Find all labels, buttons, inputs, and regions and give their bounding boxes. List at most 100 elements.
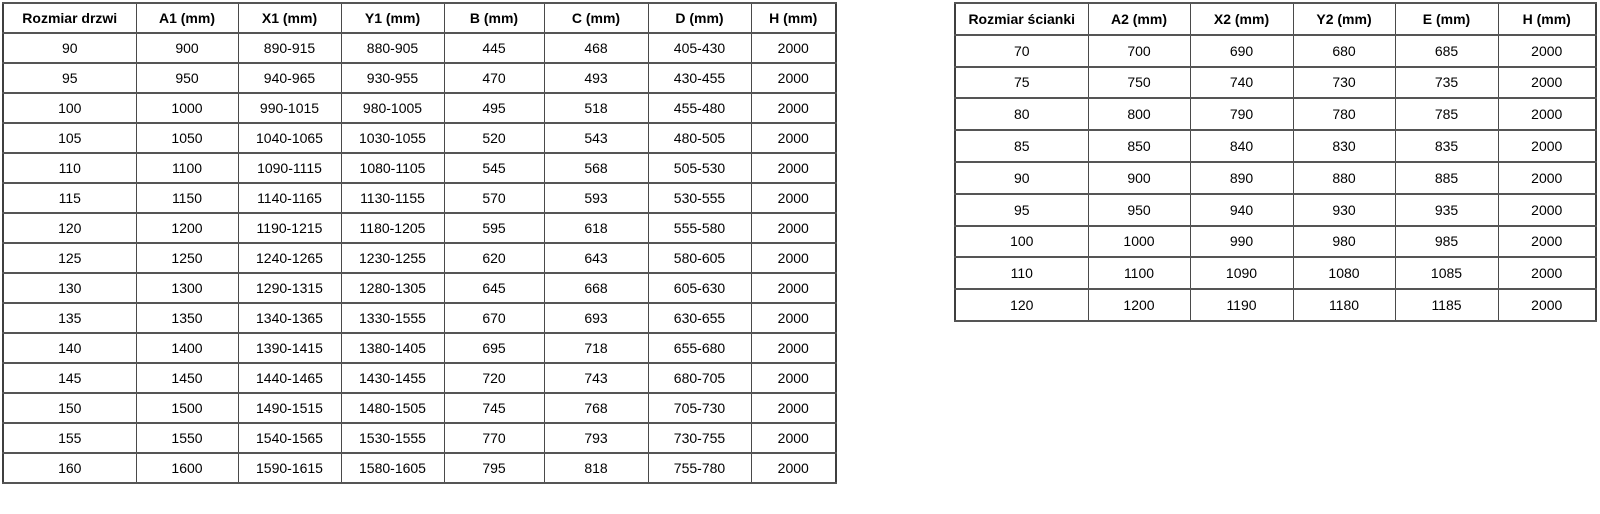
- table-cell: 790: [1189, 97, 1294, 132]
- table-cell: 935: [1394, 192, 1499, 227]
- table-cell: 70: [954, 33, 1089, 68]
- table-cell: 990-1015: [237, 92, 342, 124]
- column-header: X1 (mm): [237, 2, 342, 34]
- table-cell: 1085: [1394, 256, 1499, 291]
- table-cell: 990: [1189, 224, 1294, 259]
- table-cell: 470: [443, 62, 545, 94]
- table-row: 145 1450 1440-1465 1430-1455 720 743 680-705 20…: [2, 362, 837, 394]
- table-cell: 730-755: [647, 422, 752, 454]
- table-cell: 135: [2, 302, 137, 334]
- table-cell: 720: [443, 362, 545, 394]
- table-row: 155 1550 1540-1565 1530-1555 770 793 730-755 20…: [2, 422, 837, 454]
- table-cell: 1150: [135, 182, 239, 214]
- table-cell: 2000: [750, 332, 837, 364]
- table-cell: 630-655: [647, 302, 752, 334]
- table-cell: 730: [1292, 65, 1396, 100]
- table-row: 95 950 940-965 930-955 470 493 430-455 2000: [2, 62, 837, 94]
- table-cell: 90: [954, 160, 1089, 195]
- header-row: Rozmiar ścianki A2 (mm) X2 (mm) Y2 (mm) E (m…: [954, 2, 1597, 36]
- table-cell: 1290-1315: [237, 272, 342, 304]
- table-cell: 1030-1055: [340, 122, 445, 154]
- table-cell: 445: [443, 32, 545, 64]
- table-cell: 685: [1394, 33, 1499, 68]
- table-cell: 120: [2, 212, 137, 244]
- table-cell: 545: [443, 152, 545, 184]
- table-cell: 530-555: [647, 182, 752, 214]
- column-header: H (mm): [750, 2, 837, 34]
- table-row: 140 1400 1390-1415 1380-1405 695 718 655-680 20…: [2, 332, 837, 364]
- table-cell: 2000: [750, 422, 837, 454]
- table-cell: 690: [1189, 33, 1294, 68]
- column-header: Rozmiar ścianki: [954, 2, 1089, 36]
- table-cell: 780: [1292, 97, 1396, 132]
- table-cell: 680: [1292, 33, 1396, 68]
- table-cell: 900: [135, 32, 239, 64]
- table-row: 90 900 890-915 880-905 445 468 405-430 2000: [2, 32, 837, 64]
- table-cell: 743: [543, 362, 649, 394]
- table-cell: 1580-1605: [340, 452, 445, 484]
- table-cell: 1490-1515: [237, 392, 342, 424]
- table-cell: 1100: [135, 152, 239, 184]
- table-cell: 680-705: [647, 362, 752, 394]
- table-cell: 100: [2, 92, 137, 124]
- table-cell: 795: [443, 452, 545, 484]
- table-cell: 1000: [1087, 224, 1191, 259]
- table-cell: 2000: [1497, 288, 1597, 322]
- table-cell: 1430-1455: [340, 362, 445, 394]
- table-cell: 140: [2, 332, 137, 364]
- table-cell: 2000: [1497, 192, 1597, 227]
- table-cell: 110: [2, 152, 137, 184]
- table-cell: 930-955: [340, 62, 445, 94]
- table-cell: 115: [2, 182, 137, 214]
- table-cell: 595: [443, 212, 545, 244]
- table-cell: 695: [443, 332, 545, 364]
- column-header: E (mm): [1394, 2, 1499, 36]
- wall-sizes-table: Rozmiar ścianki A2 (mm) X2 (mm) Y2 (mm) E (m…: [954, 2, 1597, 322]
- table-cell: 770: [443, 422, 545, 454]
- table-cell: 670: [443, 302, 545, 334]
- table-cell: 1050: [135, 122, 239, 154]
- table-cell: 1200: [135, 212, 239, 244]
- table-cell: 718: [543, 332, 649, 364]
- table-cell: 493: [543, 62, 649, 94]
- table-cell: 90: [2, 32, 137, 64]
- table-cell: 543: [543, 122, 649, 154]
- table-cell: 75: [954, 65, 1089, 100]
- table-row: 150 1500 1490-1515 1480-1505 745 768 705-730 20…: [2, 392, 837, 424]
- table-row: 130 1300 1290-1315 1280-1305 645 668 605-630 20…: [2, 272, 837, 304]
- column-header: Rozmiar drzwi: [2, 2, 137, 34]
- table-cell: 1380-1405: [340, 332, 445, 364]
- header-row: Rozmiar drzwi A1 (mm) X1 (mm) Y1 (mm) B (mm)…: [2, 2, 837, 34]
- table-cell: 2000: [750, 32, 837, 64]
- table-cell: 800: [1087, 97, 1191, 132]
- table-cell: 840: [1189, 129, 1294, 163]
- table-cell: 605-630: [647, 272, 752, 304]
- table-cell: 1090-1115: [237, 152, 342, 184]
- table-cell: 735: [1394, 65, 1499, 100]
- table-cell: 750: [1087, 65, 1191, 100]
- table-cell: 1250: [135, 242, 239, 274]
- table-cell: 2000: [750, 302, 837, 334]
- table-cell: 940: [1189, 192, 1294, 227]
- table-cell: 1540-1565: [237, 422, 342, 454]
- table-row: 90 900 890 880 885 2000: [954, 160, 1597, 195]
- table-cell: 468: [543, 32, 649, 64]
- table-cell: 880-905: [340, 32, 445, 64]
- table-row: 160 1600 1590-1615 1580-1605 795 818 755-780 20…: [2, 452, 837, 484]
- table-cell: 830: [1292, 129, 1396, 163]
- table-cell: 2000: [750, 62, 837, 94]
- table-cell: 555-580: [647, 212, 752, 244]
- table-cell: 785: [1394, 97, 1499, 132]
- table-cell: 430-455: [647, 62, 752, 94]
- table-cell: 1340-1365: [237, 302, 342, 334]
- table-cell: 985: [1394, 224, 1499, 259]
- table-cell: 1280-1305: [340, 272, 445, 304]
- table-cell: 850: [1087, 129, 1191, 163]
- table-cell: 100: [954, 224, 1089, 259]
- table-cell: 890-915: [237, 32, 342, 64]
- table-cell: 1100: [1087, 256, 1191, 291]
- column-header: A2 (mm): [1087, 2, 1191, 36]
- table-cell: 1480-1505: [340, 392, 445, 424]
- table-cell: 700: [1087, 33, 1191, 68]
